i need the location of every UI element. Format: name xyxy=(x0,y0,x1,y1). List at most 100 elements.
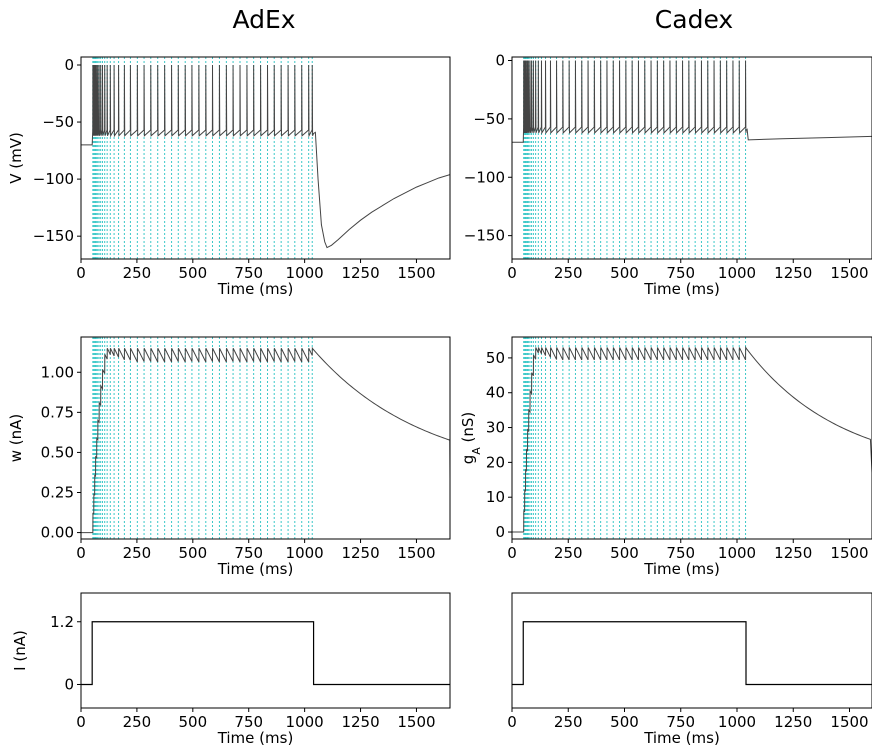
y-axis-label: w (nA) xyxy=(7,414,25,463)
y-tick-label: 1.2 xyxy=(50,613,74,631)
y-tick-label: −100 xyxy=(33,170,74,188)
x-tick-label: 1500 xyxy=(830,544,868,562)
adaptation-trace xyxy=(512,345,872,533)
x-tick-label: 250 xyxy=(123,713,152,731)
plot-frame xyxy=(511,592,872,709)
subplot-cadex_g: 0 250 500 750 1000 1250 1500 0 10 20 30 40 50 Time (m… xyxy=(459,336,872,578)
x-tick-label: 250 xyxy=(554,713,583,731)
y-tick-label: −100 xyxy=(464,168,505,186)
current-trace xyxy=(512,621,872,686)
x-tick-label: 0 xyxy=(507,544,517,562)
x-tick-label: 1500 xyxy=(830,713,868,731)
y-tick-label: 0 xyxy=(64,675,74,693)
y-tick-label: 10 xyxy=(486,488,505,506)
y-tick-label: 1.00 xyxy=(41,363,74,381)
x-axis-label: Time (ms) xyxy=(643,560,720,578)
x-tick-label: 1250 xyxy=(341,544,379,562)
x-tick-label: 1250 xyxy=(774,544,812,562)
subplot-adex_w: 0 250 500 750 1000 1250 1500 0.00 0.25 0.50 0.75 1.… xyxy=(7,336,451,578)
x-tick-label: 1250 xyxy=(774,264,812,282)
x-tick-label: 1000 xyxy=(286,544,324,562)
subplot-cadex_i: 0 250 500 750 1000 1250 1500 Time (ms) xyxy=(507,592,872,747)
x-tick-label: 500 xyxy=(610,544,639,562)
x-tick-label: 500 xyxy=(610,264,639,282)
y-tick-label: 30 xyxy=(486,419,505,437)
x-tick-label: 1500 xyxy=(397,264,435,282)
y-axis-label: I (nA) xyxy=(11,630,29,671)
x-tick-label: 1250 xyxy=(774,713,812,731)
x-tick-label: 0 xyxy=(76,713,86,731)
x-tick-label: 1000 xyxy=(286,713,324,731)
x-tick-label: 1250 xyxy=(341,264,379,282)
x-tick-label: 250 xyxy=(554,544,583,562)
x-tick-label: 750 xyxy=(234,264,263,282)
y-tick-label: 0 xyxy=(64,56,74,74)
column-title-adex: AdEx xyxy=(232,5,295,34)
x-tick-label: 500 xyxy=(610,713,639,731)
x-axis-label: Time (ms) xyxy=(643,280,720,298)
y-tick-label: 0.00 xyxy=(41,524,74,542)
x-tick-label: 750 xyxy=(234,544,263,562)
x-tick-label: 750 xyxy=(234,713,263,731)
plot-data-area xyxy=(81,57,450,259)
plot-data-area xyxy=(81,621,450,686)
y-tick-label: −50 xyxy=(473,110,505,128)
x-tick-label: 0 xyxy=(507,264,517,282)
x-tick-label: 0 xyxy=(76,544,86,562)
y-axis-label: gA (nS) xyxy=(459,412,483,465)
y-axis-label: V (mV) xyxy=(7,132,25,184)
x-tick-label: 1500 xyxy=(397,713,435,731)
current-trace xyxy=(81,621,450,686)
voltage-trace xyxy=(512,60,872,143)
subplot-adex_i: 0 250 500 750 1000 1250 1500 0 1.2 Time (ms) I (nA… xyxy=(11,592,451,747)
y-tick-label: 40 xyxy=(486,384,505,402)
x-tick-label: 1250 xyxy=(341,713,379,731)
y-tick-label: −50 xyxy=(42,113,74,131)
x-tick-label: 500 xyxy=(178,544,207,562)
plot-data-area xyxy=(81,337,450,539)
y-tick-label: 0.50 xyxy=(41,443,74,461)
x-tick-label: 250 xyxy=(123,544,152,562)
x-tick-label: 0 xyxy=(76,264,86,282)
y-tick-label: 0.25 xyxy=(41,484,74,502)
x-tick-label: 250 xyxy=(554,264,583,282)
plot-frame xyxy=(511,336,872,540)
plot-data-area xyxy=(512,621,872,686)
x-tick-label: 1000 xyxy=(718,713,756,731)
x-tick-label: 250 xyxy=(123,264,152,282)
x-tick-label: 1000 xyxy=(718,264,756,282)
y-tick-label: 0 xyxy=(495,523,505,541)
y-tick-label: 50 xyxy=(486,349,505,367)
voltage-trace xyxy=(81,64,450,249)
plot-data-area xyxy=(512,337,872,539)
x-axis-label: Time (ms) xyxy=(217,560,294,578)
x-tick-label: 750 xyxy=(666,264,695,282)
x-tick-label: 500 xyxy=(178,264,207,282)
y-tick-label: −150 xyxy=(464,227,505,245)
x-tick-label: 1000 xyxy=(286,264,324,282)
adaptation-trace xyxy=(81,346,450,534)
x-axis-label: Time (ms) xyxy=(643,729,720,747)
subplot-cadex_v: 0 250 500 750 1000 1250 1500 0 −50 −100 −150 Time (… xyxy=(464,52,872,298)
x-axis-label: Time (ms) xyxy=(217,729,294,747)
plot-frame xyxy=(511,56,872,260)
x-tick-label: 1000 xyxy=(718,544,756,562)
subplot-adex_v: 0 250 500 750 1000 1250 1500 0 −50 −100 −150 Time (… xyxy=(7,56,451,298)
x-tick-label: 1500 xyxy=(830,264,868,282)
x-axis-label: Time (ms) xyxy=(217,280,294,298)
plot-frame xyxy=(80,336,451,540)
x-tick-label: 0 xyxy=(507,713,517,731)
y-tick-label: 20 xyxy=(486,453,505,471)
x-tick-label: 500 xyxy=(178,713,207,731)
plot-frame xyxy=(80,56,451,260)
column-title-cadex: Cadex xyxy=(655,5,733,34)
x-tick-label: 1500 xyxy=(397,544,435,562)
plot-data-area xyxy=(512,57,872,259)
y-tick-label: −150 xyxy=(33,227,74,245)
plot-frame xyxy=(80,592,451,709)
x-tick-label: 750 xyxy=(666,713,695,731)
y-tick-label: 0 xyxy=(495,52,505,70)
x-tick-label: 750 xyxy=(666,544,695,562)
